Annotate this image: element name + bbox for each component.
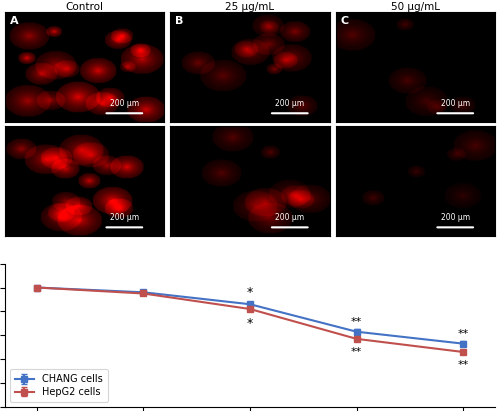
- Text: **: **: [351, 347, 362, 357]
- Text: *: *: [247, 317, 253, 330]
- Text: **: **: [458, 329, 468, 339]
- Text: 200 µm: 200 µm: [440, 213, 470, 222]
- Legend: CHANG cells, HepG2 cells: CHANG cells, HepG2 cells: [10, 369, 108, 402]
- Text: 200 µm: 200 µm: [275, 213, 304, 222]
- Text: C: C: [340, 16, 349, 25]
- Text: 200 µm: 200 µm: [440, 99, 470, 108]
- Text: 200 µm: 200 µm: [110, 99, 139, 108]
- Text: A: A: [10, 16, 18, 25]
- Text: **: **: [351, 317, 362, 327]
- Text: 200 µm: 200 µm: [110, 213, 139, 222]
- Text: 200 µm: 200 µm: [275, 99, 304, 108]
- Text: **: **: [458, 360, 468, 370]
- Title: 50 µg/mL: 50 µg/mL: [391, 2, 440, 12]
- Text: *: *: [247, 286, 253, 300]
- Text: B: B: [175, 16, 184, 25]
- Title: Control: Control: [66, 2, 104, 12]
- Title: 25 µg/mL: 25 µg/mL: [226, 2, 274, 12]
